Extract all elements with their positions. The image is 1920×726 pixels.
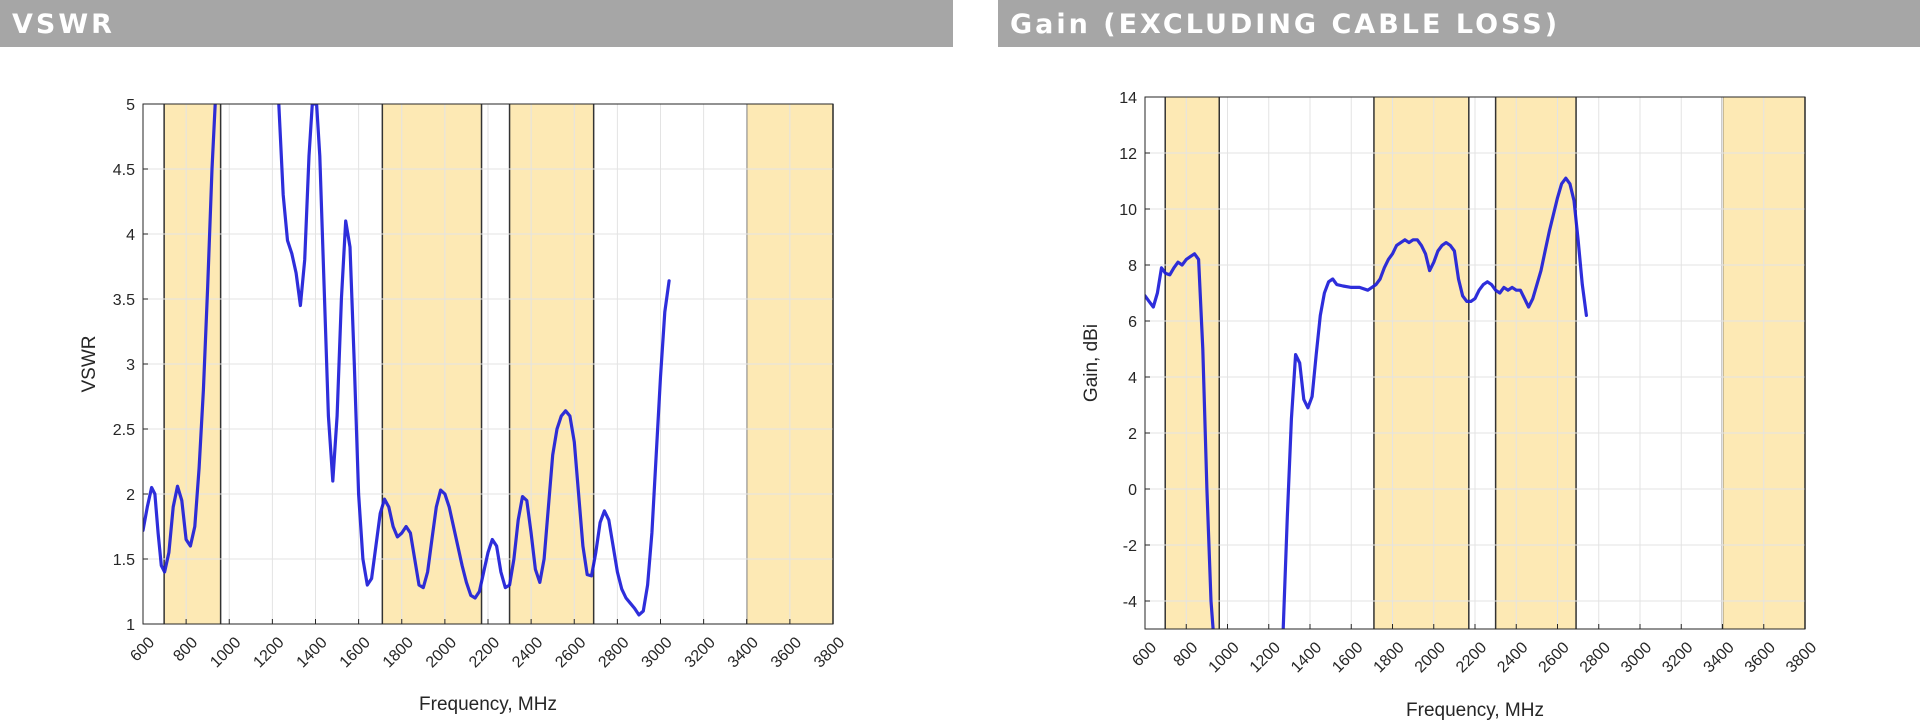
- frequency-band-shade: [1373, 97, 1469, 629]
- y-tick-label: 5: [126, 97, 135, 114]
- x-tick-label: 2200: [1453, 639, 1490, 676]
- series-line: [1281, 176, 1588, 629]
- y-tick-label: 10: [1119, 202, 1137, 219]
- x-tick-label: 3800: [811, 634, 848, 671]
- x-tick-label: 2800: [595, 634, 632, 671]
- x-tick-label: 1400: [293, 634, 330, 671]
- x-tick-label: 3400: [1700, 639, 1737, 676]
- frequency-band-shade: [1165, 97, 1220, 629]
- x-tick-label: 2400: [1494, 639, 1531, 676]
- x-tick-label: 2000: [423, 634, 460, 671]
- y-tick-label: 1: [126, 617, 135, 634]
- y-axis-label: Gain, dBi: [1081, 324, 1102, 402]
- x-tick-label: 2200: [466, 634, 503, 671]
- x-tick-label: 1200: [250, 634, 287, 671]
- x-tick-label: 3000: [638, 634, 675, 671]
- y-axis-label: VSWR: [79, 336, 100, 393]
- frequency-band-shade: [1495, 97, 1577, 629]
- x-tick-label: 3200: [682, 634, 719, 671]
- x-tick-label: 1800: [1370, 639, 1407, 676]
- x-tick-label: 1000: [207, 634, 244, 671]
- series-line: [143, 104, 217, 574]
- x-tick-label: 1000: [1205, 639, 1242, 676]
- y-tick-label: -4: [1123, 594, 1137, 611]
- x-tick-label: 2600: [552, 634, 589, 671]
- y-tick-label: 2.5: [113, 422, 135, 439]
- x-tick-label: 800: [170, 634, 201, 665]
- y-tick-label: 4.5: [113, 162, 135, 179]
- y-tick-label: 12: [1119, 146, 1137, 163]
- x-tick-label: 3200: [1659, 639, 1696, 676]
- series-line: [1145, 252, 1215, 629]
- y-tick-label: 8: [1128, 258, 1137, 275]
- x-tick-label: 600: [1129, 639, 1160, 670]
- x-tick-label: 1200: [1247, 639, 1284, 676]
- y-tick-label: 4: [126, 227, 135, 244]
- y-tick-label: 3.5: [113, 292, 135, 309]
- x-tick-label: 2000: [1412, 639, 1449, 676]
- x-tick-label: 800: [1171, 639, 1202, 670]
- x-tick-label: 3600: [1742, 639, 1779, 676]
- y-tick-label: 6: [1128, 314, 1137, 331]
- y-tick-label: 0: [1128, 482, 1137, 499]
- x-tick-label: 2800: [1577, 639, 1614, 676]
- vswr-section-header: VSWR: [0, 0, 953, 47]
- vswr-chart: 600 800 1000 1200 1400 1600 1800 2000 2200 2400 26…: [79, 97, 848, 715]
- y-tick-label: 2: [126, 487, 135, 504]
- x-tick-label: 1600: [337, 634, 374, 671]
- x-tick-label: 3000: [1618, 639, 1655, 676]
- y-tick-label: -2: [1123, 538, 1137, 555]
- y-tick-label: 3: [126, 357, 135, 374]
- gain-chart: 600 800 1000 1200 1400 1600 1800 2000 2200 2400 26…: [1081, 90, 1820, 721]
- y-tick-label: 4: [1128, 370, 1137, 387]
- x-axis-label: Frequency, MHz: [419, 694, 557, 715]
- series-line: [277, 104, 671, 617]
- x-tick-label: 3400: [725, 634, 762, 671]
- y-tick-label: 2: [1128, 426, 1137, 443]
- x-tick-label: 2600: [1535, 639, 1572, 676]
- gain-section-header: Gain (EXCLUDING CABLE LOSS): [998, 0, 1920, 47]
- x-tick-label: 1800: [380, 634, 417, 671]
- y-tick-label: 1.5: [113, 552, 135, 569]
- x-tick-label: 3600: [768, 634, 805, 671]
- x-tick-label: 1600: [1329, 639, 1366, 676]
- y-tick-label: 14: [1119, 90, 1137, 107]
- x-tick-label: 1400: [1288, 639, 1325, 676]
- x-tick-label: 600: [127, 634, 158, 665]
- x-tick-label: 2400: [509, 634, 546, 671]
- x-tick-label: 3800: [1783, 639, 1820, 676]
- x-axis-label: Frequency, MHz: [1406, 700, 1544, 721]
